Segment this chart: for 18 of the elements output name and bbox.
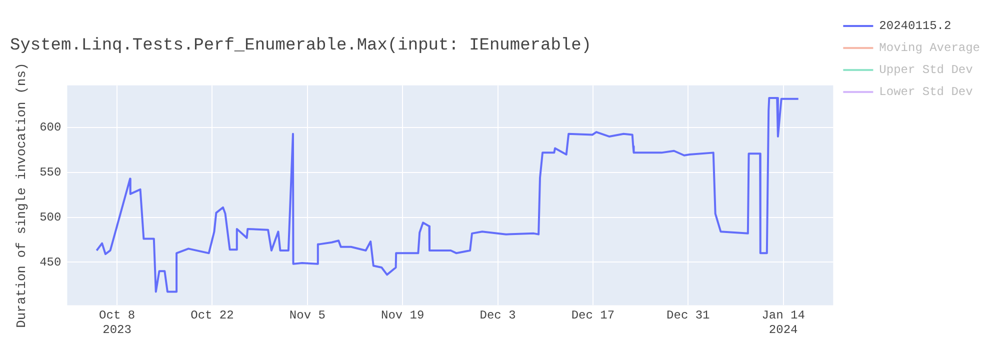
legend-label: 20240115.2 <box>879 19 952 34</box>
x-tick-label: Oct 22 <box>190 308 234 323</box>
chart-title: System.Linq.Tests.Perf_Enumerable.Max(input: IEnumerable) <box>10 36 592 56</box>
legend-label: Upper Std Dev <box>879 63 973 78</box>
y-tick-label: 600 <box>40 120 62 135</box>
y-axis-title: Duration of single invocation (ns) <box>14 62 30 328</box>
legend-label: Moving Average <box>879 41 980 56</box>
x-tick-label: Nov 19 <box>380 308 424 323</box>
y-tick-label: 550 <box>40 166 62 180</box>
x-tick-label: Dec 3 <box>480 308 516 323</box>
legend-label: Lower Std Dev <box>879 85 973 100</box>
x-tick-label: Dec 31 <box>666 308 710 323</box>
x-tick-label: Jan 14 2024 <box>762 308 805 337</box>
x-tick-label: Oct 8 2023 <box>99 308 136 337</box>
y-tick-label: 450 <box>40 255 62 270</box>
x-tick-label: Nov 5 <box>289 308 326 323</box>
y-tick-label: 500 <box>40 210 62 224</box>
x-tick-label: Dec 17 <box>571 308 615 323</box>
